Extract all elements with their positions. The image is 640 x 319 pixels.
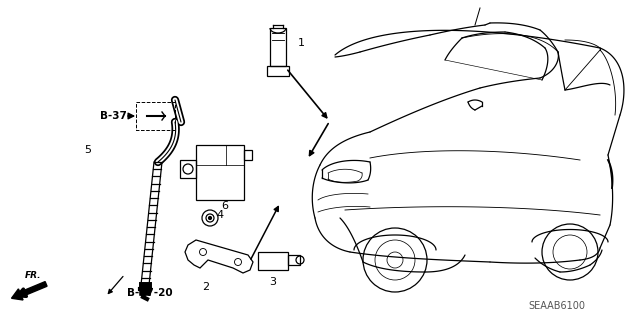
Text: 5: 5 [84,145,92,155]
Bar [288,255,300,265]
Text: 6: 6 [221,201,228,211]
Text: 1: 1 [298,38,305,48]
Bar [267,66,289,76]
Text: SEAAB6100: SEAAB6100 [528,301,586,311]
Text: B-37: B-37 [100,111,127,121]
Bar [196,145,244,200]
Bar [258,252,288,270]
Bar [180,160,196,178]
Bar [244,150,252,160]
Text: FR.: FR. [25,271,42,280]
Text: 4: 4 [216,210,223,220]
FancyArrow shape [12,282,47,300]
Bar [270,28,286,66]
Circle shape [209,217,211,219]
Text: 2: 2 [202,282,209,292]
Text: B-17-20: B-17-20 [127,288,172,299]
Text: 3: 3 [269,277,276,287]
